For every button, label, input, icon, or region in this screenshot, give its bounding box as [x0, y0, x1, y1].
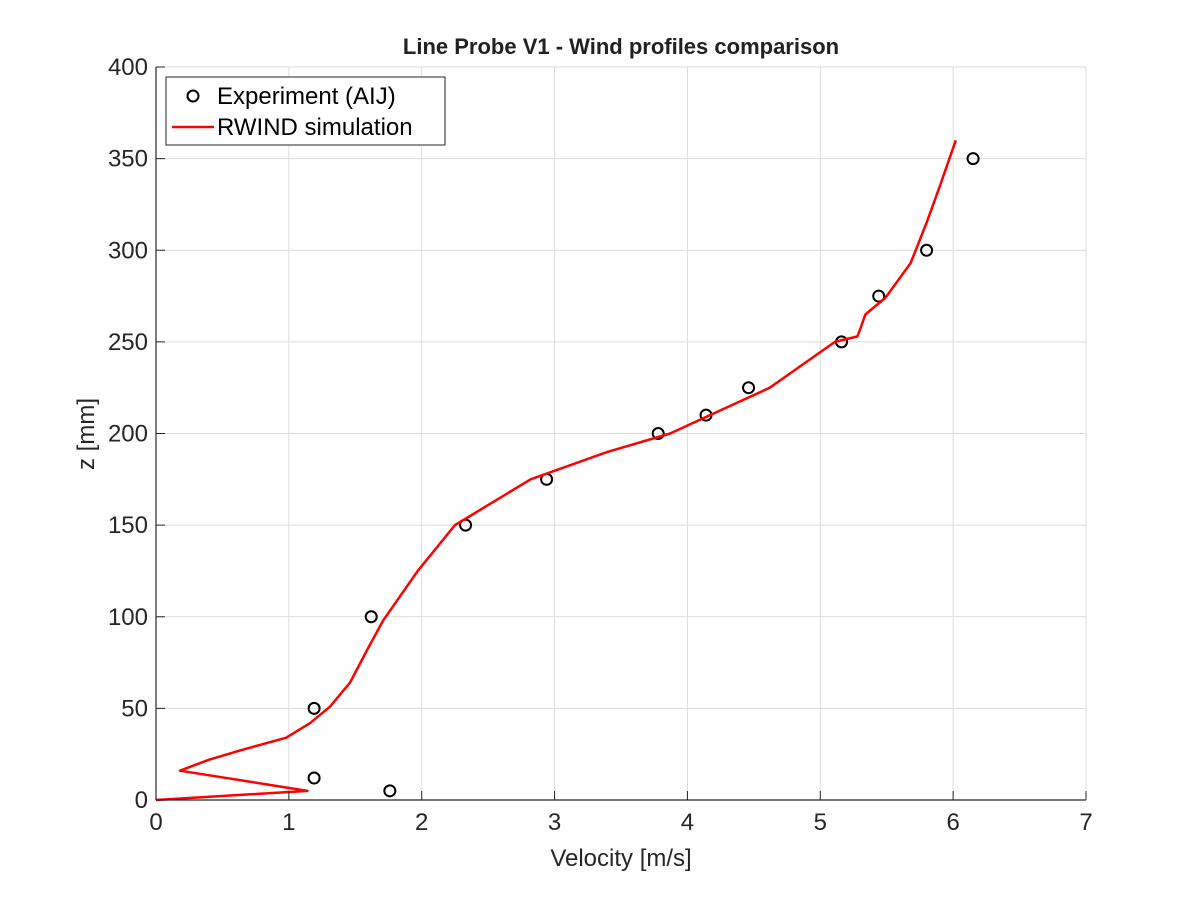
x-axis-label: Velocity [m/s]: [550, 845, 691, 872]
chart-title: Line Probe V1 - Wind profiles comparison: [403, 34, 839, 59]
x-tick-label: 5: [814, 809, 827, 836]
y-tick-label: 150: [108, 512, 148, 539]
experiment-data-point: [364, 610, 378, 624]
x-tick-label: 4: [681, 809, 694, 836]
axes: 0 1 2 3 4 5 6 7 0 50 100 150 200 250 300 350 400: [108, 54, 1093, 836]
legend-label-rwind: RWIND simulation: [217, 114, 413, 141]
grid: [155, 66, 1087, 801]
experiment-data-point: [920, 243, 934, 257]
experiment-data-point: [872, 289, 886, 303]
x-tick-label: 2: [415, 809, 428, 836]
experiment-data-point: [307, 771, 321, 785]
legend[interactable]: Experiment (AIJ) RWIND simulation: [165, 76, 446, 146]
y-tick-label: 200: [108, 421, 148, 448]
x-tick-label: 1: [282, 809, 295, 836]
experiment-data-point: [742, 381, 756, 395]
y-tick-label: 300: [108, 237, 148, 264]
experiment-data-point: [966, 152, 980, 166]
legend-box: [165, 76, 446, 146]
x-tick-label: 3: [548, 809, 561, 836]
y-tick-label: 50: [121, 695, 148, 722]
series-layer: [155, 139, 980, 802]
y-tick-label: 400: [108, 54, 148, 81]
legend-label-experiment: Experiment (AIJ): [217, 83, 396, 110]
y-tick-label: 100: [108, 604, 148, 631]
y-tick-label: 250: [108, 329, 148, 356]
x-tick-label: 7: [1079, 809, 1092, 836]
y-axis-label: z [mm]: [73, 398, 100, 470]
x-tick-label: 0: [149, 809, 162, 836]
experiment-data-point: [307, 701, 321, 715]
y-tick-label: 0: [135, 787, 148, 814]
legend-marker-experiment: [186, 89, 200, 103]
x-tick-label: 6: [946, 809, 959, 836]
experiment-data-point: [651, 427, 665, 440]
experiment-data-point: [383, 784, 397, 798]
y-tick-label: 350: [108, 146, 148, 173]
rwind-simulation-line: [155, 139, 957, 802]
